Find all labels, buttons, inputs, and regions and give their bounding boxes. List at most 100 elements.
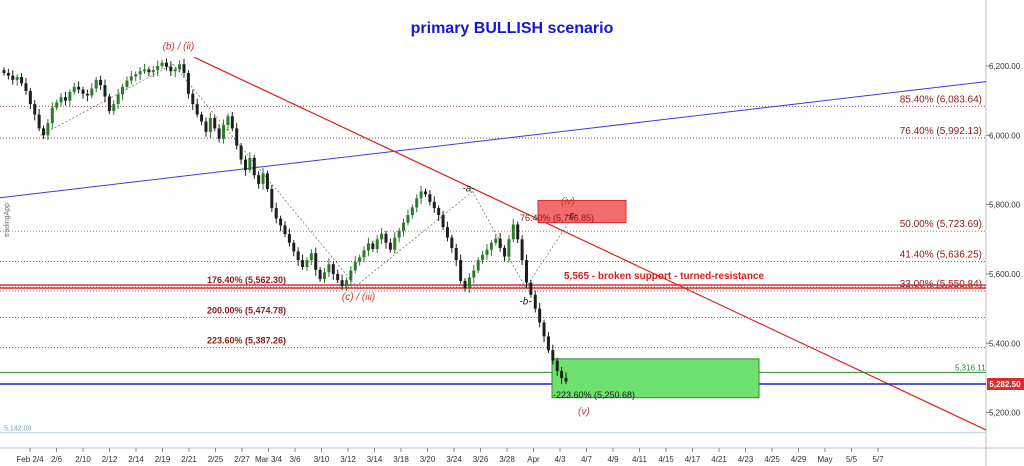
candle-body [380,233,384,240]
x-tick-label: 5/7 [872,455,884,464]
y-tick-label: 5,200.00 [989,409,1021,418]
candle-body [265,173,269,190]
x-tick-label: Feb 2/4 [16,455,44,464]
candle-body [454,247,458,261]
x-tick-label: Apr [527,455,540,464]
candle-body [213,117,217,129]
x-tick-label: 5/5 [846,455,858,464]
wave-connector [355,191,473,287]
x-tick-label: 2/25 [208,455,224,464]
price-tag-label: 5,316.11 [955,363,986,372]
x-tick-label: Mar 3/4 [255,455,283,464]
candle-body [208,117,212,132]
candle-body [274,208,278,219]
candle-body [55,102,59,108]
candle-body [169,66,173,72]
candle-body [156,66,160,71]
x-tick-label: 2/10 [75,455,91,464]
candle-body [388,242,392,250]
target-zone-box [551,358,760,399]
candle-body [397,230,401,238]
candle-body [305,260,309,268]
candle-body [314,253,318,270]
candle-body [200,114,204,122]
x-tick-label: 3/24 [446,455,462,464]
candle-body [270,189,274,209]
resistance-zone-label: 76.40% (5,746.85) [520,213,594,223]
candle-body [336,273,340,281]
candle-body [33,104,37,115]
candle-body [173,69,177,72]
candle-body [318,269,322,280]
y-tick-label: 6,000.00 [989,131,1021,140]
candle-body [204,121,208,132]
candle-body [195,104,199,115]
wave-connector [525,223,569,289]
candle-body [441,215,445,228]
candle-body [121,86,125,95]
candle-body [129,76,133,81]
candle-body [437,208,441,216]
candle-body [415,198,419,208]
fib-extension-label: 176.40% (5,562.30) [207,275,286,285]
candle-body [538,308,542,323]
x-tick-label: 4/21 [711,455,727,464]
candle-body [489,242,493,250]
candle-body [555,360,559,372]
candle-body [476,260,480,271]
x-tick-label: 2/14 [128,455,144,464]
candle-body [419,191,423,199]
candle-body [186,72,190,94]
candle-body [494,238,498,243]
red-trendline [194,56,987,431]
candle-body [112,104,116,112]
candle-body [463,280,467,288]
candle-body [467,277,471,288]
x-tick-label: 3/18 [393,455,409,464]
x-tick-label: 3/26 [473,455,489,464]
candle-body [498,238,502,248]
candle-body [11,75,15,80]
blue-trendline [0,81,987,199]
fib-level-label: 85.40% (6,083.64) [900,94,982,105]
price-tag-bg [987,378,1024,391]
candle-body [524,260,528,283]
x-tick-label: 4/25 [764,455,780,464]
fib-extension-label: 200.00% (5,474.78) [207,305,286,315]
candle-body [358,257,362,262]
x-tick-label: 3/6 [289,455,301,464]
fib-level-label: 50.00% (5,723.69) [900,219,982,230]
candle-body [248,157,252,170]
x-tick-label: 4/15 [658,455,674,464]
x-tick-label: May [817,455,832,464]
y-tick-label: 5,400.00 [989,339,1021,348]
candle-body [309,253,313,261]
wave-label: (v) [578,406,590,417]
fib-level-label: 76.40% (5,992.13) [900,126,982,137]
candle-body [77,86,81,90]
candle-body [503,247,507,257]
x-tick-label: 4/3 [554,455,566,464]
candle-body [151,70,155,73]
candle-body [292,242,296,252]
candle-body [301,260,305,268]
candle-body [261,173,265,184]
candle-body [37,114,41,129]
candle-body [287,234,291,243]
candle-body [68,91,72,101]
candle-body [327,264,331,273]
fib-level-label: 41.40% (5,636.25) [900,249,982,260]
candle-body [182,64,186,73]
candle-body [252,157,256,176]
candle-body [125,80,129,87]
candle-body [63,97,67,101]
candle-body [546,336,550,351]
candle-body [485,249,489,255]
candle-body [371,243,375,250]
candle-body [428,194,432,202]
candle-body [103,85,107,97]
candle-body [511,224,515,240]
candle-body [542,322,546,337]
candle-body [239,145,243,160]
